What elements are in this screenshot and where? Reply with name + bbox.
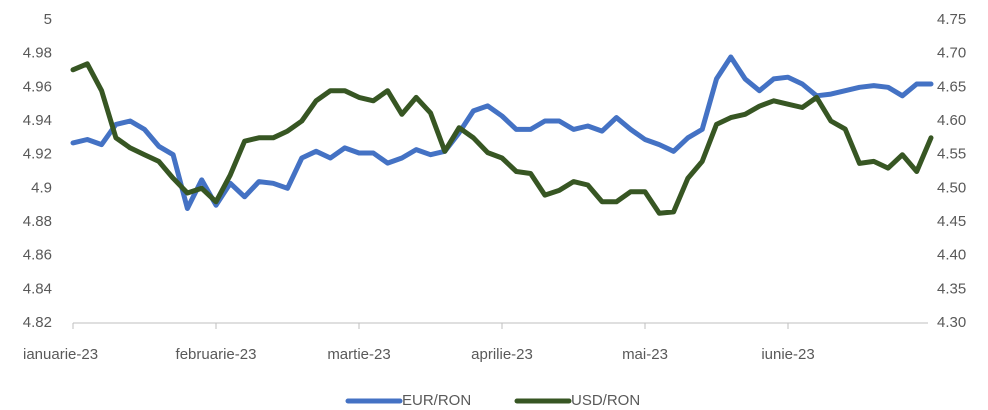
y-tick-label: 4.9 bbox=[31, 179, 52, 196]
y2-tick-label: 4.70 bbox=[937, 45, 966, 62]
y-tick-label: 4.86 bbox=[23, 247, 52, 264]
y-tick-label: 4.92 bbox=[23, 146, 52, 163]
y2-tick-label: 4.40 bbox=[937, 247, 966, 264]
y2-tick-label: 4.50 bbox=[937, 179, 966, 196]
y2-tick-label: 4.60 bbox=[937, 112, 966, 129]
x-tick-label: ianuarie-23 bbox=[23, 346, 98, 363]
line-series bbox=[70, 61, 934, 216]
legend-label: USD/RON bbox=[571, 392, 640, 409]
x-tick-label: aprilie-23 bbox=[471, 346, 533, 363]
y-tick-label: 4.94 bbox=[23, 112, 52, 129]
y-tick-label: 4.84 bbox=[23, 280, 52, 297]
y2-tick-label: 4.35 bbox=[937, 280, 966, 297]
y2-tick-label: 4.55 bbox=[937, 146, 966, 163]
y2-tick-label: 4.45 bbox=[937, 213, 966, 230]
x-tick-label: martie-23 bbox=[327, 346, 390, 363]
y-tick-label: 4.98 bbox=[23, 45, 52, 62]
y-tick-label: 4.96 bbox=[23, 78, 52, 95]
legend-label: EUR/RON bbox=[402, 392, 471, 409]
y2-tick-label: 4.65 bbox=[937, 78, 966, 95]
y2-tick-label: 4.75 bbox=[937, 11, 966, 28]
y-tick-label: 4.82 bbox=[23, 314, 52, 331]
line-series bbox=[70, 54, 934, 211]
y-tick-label: 4.88 bbox=[23, 213, 52, 230]
y2-tick-label: 4.30 bbox=[937, 314, 966, 331]
x-tick-label: mai-23 bbox=[622, 346, 668, 363]
y-tick-label: 5 bbox=[44, 11, 52, 28]
x-tick-label: iunie-23 bbox=[761, 346, 814, 363]
x-tick-label: februarie-23 bbox=[176, 346, 257, 363]
